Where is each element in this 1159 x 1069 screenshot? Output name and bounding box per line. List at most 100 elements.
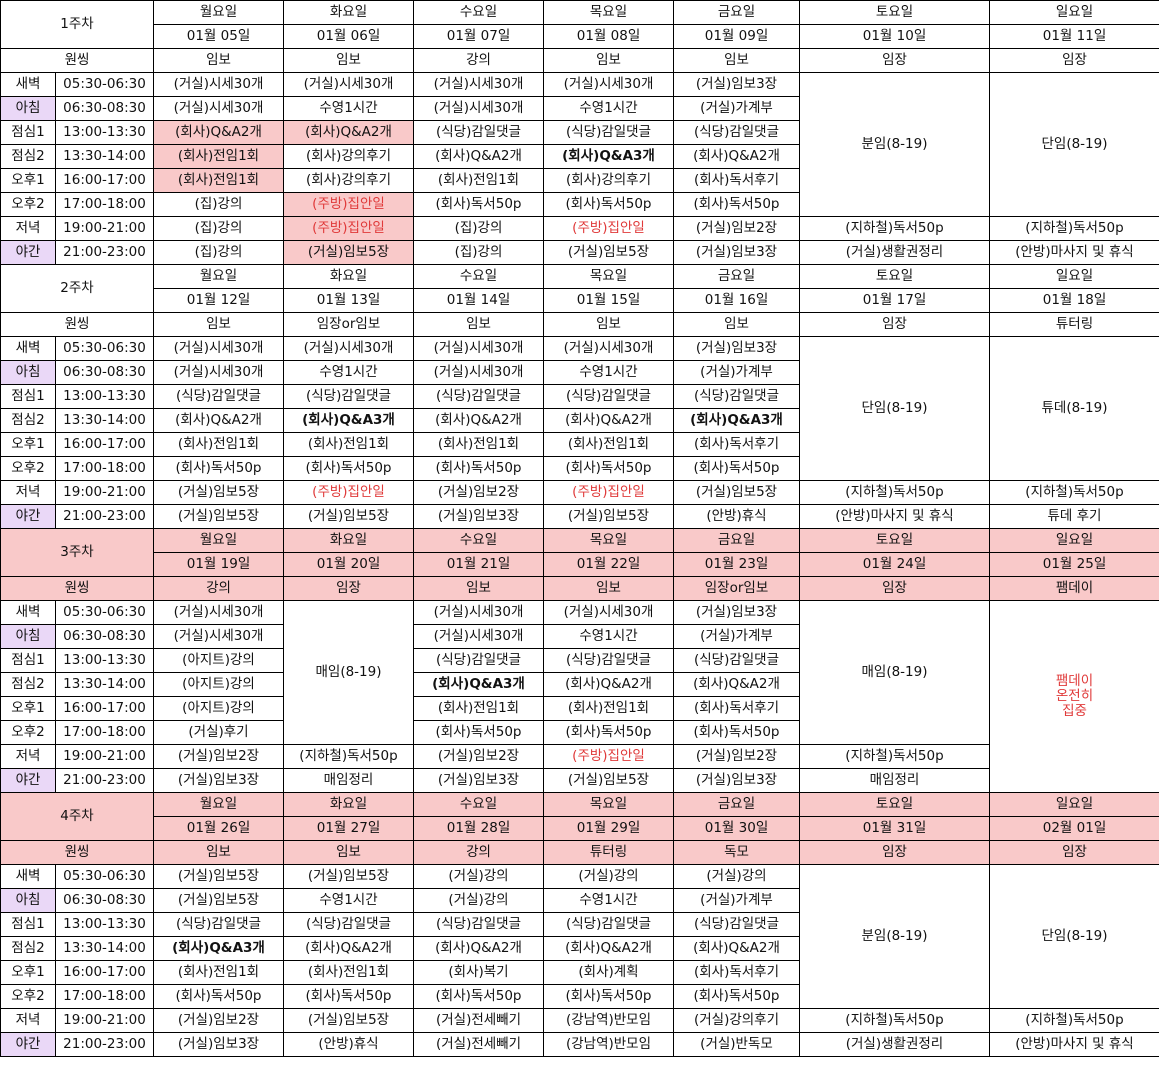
focus-line: 집중 bbox=[1062, 703, 1087, 719]
one-thing-cell: 임보 bbox=[673, 48, 800, 73]
day-name: 금요일 bbox=[673, 792, 800, 817]
task-cell: (회사)독서50p bbox=[283, 984, 414, 1009]
time-slot-row: 아침 06:30-08:30 (거실)임보5장 수영1시간 (거실)강의 수영1시간 (거실… bbox=[0, 888, 1159, 913]
task-cell: (회사)전임1회 bbox=[153, 960, 284, 985]
task-cell: (거실)가계부 bbox=[673, 96, 800, 121]
date-cell: 01월 06일 bbox=[283, 24, 414, 49]
task-cell: (거실)임보2장 bbox=[413, 744, 544, 769]
task-cell: (거실)가계부 bbox=[673, 624, 800, 649]
slot-name: 오후2 bbox=[0, 192, 56, 217]
task-cell: (거실)임보2장 bbox=[673, 744, 800, 769]
one-thing-label: 원씽 bbox=[0, 48, 154, 73]
task-cell: (거실)임보3장 bbox=[673, 72, 800, 97]
slot-name: 오후1 bbox=[0, 696, 56, 721]
one-thing-label: 원씽 bbox=[0, 312, 154, 337]
one-thing-row: 원씽 강의 임장 임보 임보 임장or임보 임장 팸데이 bbox=[0, 576, 1159, 601]
slot-time: 16:00-17:00 bbox=[55, 960, 154, 985]
date-cell: 01월 17일 bbox=[799, 288, 990, 313]
time-slot-row: 저녁 19:00-21:00 (거실)임보2장 (거실)임보5장 (거실)전세빼기 (강남… bbox=[0, 1008, 1159, 1033]
time-slot-row: 점심2 13:30-14:00 (회사)Q&A2개 (회사)Q&A3개 (회사)Q&A2… bbox=[0, 408, 1159, 433]
time-slot-row: 저녁 19:00-21:00 (거실)임보5장 (주방)집안일 (거실)임보2장 (주방)… bbox=[0, 480, 1159, 505]
task-cell: (회사)복기 bbox=[413, 960, 544, 985]
task-cell: (거실)임보5장 bbox=[673, 480, 800, 505]
task-cell: (거실)전세빼기 bbox=[413, 1032, 544, 1057]
task-cell: (회사)Q&A2개 bbox=[153, 408, 284, 433]
sunday-focus-block: 팸데이 온전히 집중 bbox=[989, 600, 1159, 793]
day-name: 금요일 bbox=[673, 0, 800, 25]
day-name: 토요일 bbox=[799, 0, 990, 25]
task-cell: (회사)Q&A2개 bbox=[543, 936, 674, 961]
task-cell: (거실)시세30개 bbox=[413, 624, 544, 649]
sunday-block: 단임(8-19) bbox=[989, 72, 1159, 217]
time-slot-row: 새벽 05:30-06:30 (거실)시세30개 (거실)시세30개 (거실)시세30개… bbox=[0, 336, 1159, 481]
week-label: 3주차 bbox=[0, 528, 154, 577]
task-cell: (식당)감일댓글 bbox=[413, 912, 544, 937]
task-cell: (회사)전임1회 bbox=[543, 696, 674, 721]
task-cell: (회사)전임1회 bbox=[153, 432, 284, 457]
task-cell: (식당)감일댓글 bbox=[413, 648, 544, 673]
slot-name: 새벽 bbox=[0, 600, 56, 625]
slot-time: 19:00-21:00 bbox=[55, 216, 154, 241]
day-name: 화요일 bbox=[283, 0, 414, 25]
week-header-row: 3주차 월요일 화요일 수요일 목요일 금요일 토요일 일요일 bbox=[0, 528, 1159, 577]
task-cell: (강남역)반모임 bbox=[543, 1032, 674, 1057]
task-cell: (거실)가계부 bbox=[673, 360, 800, 385]
task-cell: (회사)Q&A2개 bbox=[543, 408, 674, 433]
date-cell: 01월 11일 bbox=[989, 24, 1159, 49]
one-thing-cell: 임장 bbox=[799, 576, 990, 601]
date-cell: 01월 20일 bbox=[283, 552, 414, 577]
task-cell: (거실)임보3장 bbox=[413, 768, 544, 793]
one-thing-cell: 튜터링 bbox=[989, 312, 1159, 337]
task-cell: (거실)생활권정리 bbox=[799, 1032, 990, 1057]
slot-time: 13:00-13:30 bbox=[55, 120, 154, 145]
day-name: 수요일 bbox=[413, 0, 544, 25]
task-cell: (안방)마사지 및 휴식 bbox=[989, 240, 1159, 265]
task-cell: 튜데 후기 bbox=[989, 504, 1159, 529]
task-cell: (거실)임보3장 bbox=[673, 600, 800, 625]
time-slot-row: 새벽 05:30-06:30 (거실)시세30개 (거실)시세30개 (거실)시세30개… bbox=[0, 72, 1159, 217]
task-cell: (거실)시세30개 bbox=[543, 72, 674, 97]
date-cell: 01월 15일 bbox=[543, 288, 674, 313]
task-cell: (거실)강의 bbox=[673, 864, 800, 889]
day-name: 일요일 bbox=[989, 0, 1159, 25]
task-cell: (식당)감일댓글 bbox=[673, 648, 800, 673]
slot-name: 점심1 bbox=[0, 384, 56, 409]
task-cell: 매임정리 bbox=[283, 768, 414, 793]
task-cell: (회사)전임1회 bbox=[543, 432, 674, 457]
slot-time: 21:00-23:00 bbox=[55, 504, 154, 529]
task-cell: (회사)독서50p bbox=[543, 984, 674, 1009]
task-cell: (회사)Q&A2개 bbox=[153, 120, 284, 145]
slot-name: 야간 bbox=[0, 1032, 56, 1057]
slot-time: 05:30-06:30 bbox=[55, 864, 154, 889]
date-cell: 01월 05일 bbox=[153, 24, 284, 49]
task-cell: (거실)반독모 bbox=[673, 1032, 800, 1057]
time-slot-row: 야간 21:00-23:00 (거실)임보5장 (거실)임보5장 (거실)임보3장 (거실… bbox=[0, 504, 1159, 529]
one-thing-cell: 임장or임보 bbox=[283, 312, 414, 337]
day-name: 수요일 bbox=[413, 528, 544, 553]
task-cell: 수영1시간 bbox=[283, 360, 414, 385]
slot-name: 점심1 bbox=[0, 648, 56, 673]
task-cell: (주방)집안일 bbox=[283, 480, 414, 505]
time-slot-row: 야간 21:00-23:00 (거실)임보3장 매임정리 (거실)임보3장 (거실)임보5… bbox=[0, 768, 1159, 793]
date-cell: 01월 28일 bbox=[413, 816, 544, 841]
slot-time: 13:00-13:30 bbox=[55, 912, 154, 937]
date-row: 01월 12일 01월 13일 01월 14일 01월 15일 01월 16일 01월 1… bbox=[1, 288, 1159, 313]
task-cell: (회사)독서50p bbox=[283, 456, 414, 481]
task-cell: 수영1시간 bbox=[543, 888, 674, 913]
task-cell: (거실)강의 bbox=[413, 864, 544, 889]
task-cell: (식당)감일댓글 bbox=[283, 912, 414, 937]
one-thing-cell: 강의 bbox=[153, 576, 284, 601]
slot-time: 13:30-14:00 bbox=[55, 408, 154, 433]
one-thing-cell: 임보 bbox=[153, 312, 284, 337]
task-cell: (거실)강의 bbox=[413, 888, 544, 913]
time-slot-row: 오후1 16:00-17:00 (아지트)강의 (회사)전임1회 (회사)전임1회 (회사… bbox=[0, 696, 1159, 721]
saturday-block: 단임(8-19) bbox=[799, 336, 990, 481]
one-thing-cell: 임보 bbox=[413, 312, 544, 337]
task-cell: (회사)Q&A3개 bbox=[413, 672, 544, 697]
time-slot-row: 아침 06:30-08:30 (거실)시세30개 (거실)시세30개 수영1시간 (거실)… bbox=[0, 624, 1159, 649]
task-cell: (회사)독서후기 bbox=[673, 168, 800, 193]
slot-name: 점심1 bbox=[0, 120, 56, 145]
sunday-block: 튜데(8-19) bbox=[989, 336, 1159, 481]
slot-time: 06:30-08:30 bbox=[55, 360, 154, 385]
task-cell: (식당)감일댓글 bbox=[673, 384, 800, 409]
